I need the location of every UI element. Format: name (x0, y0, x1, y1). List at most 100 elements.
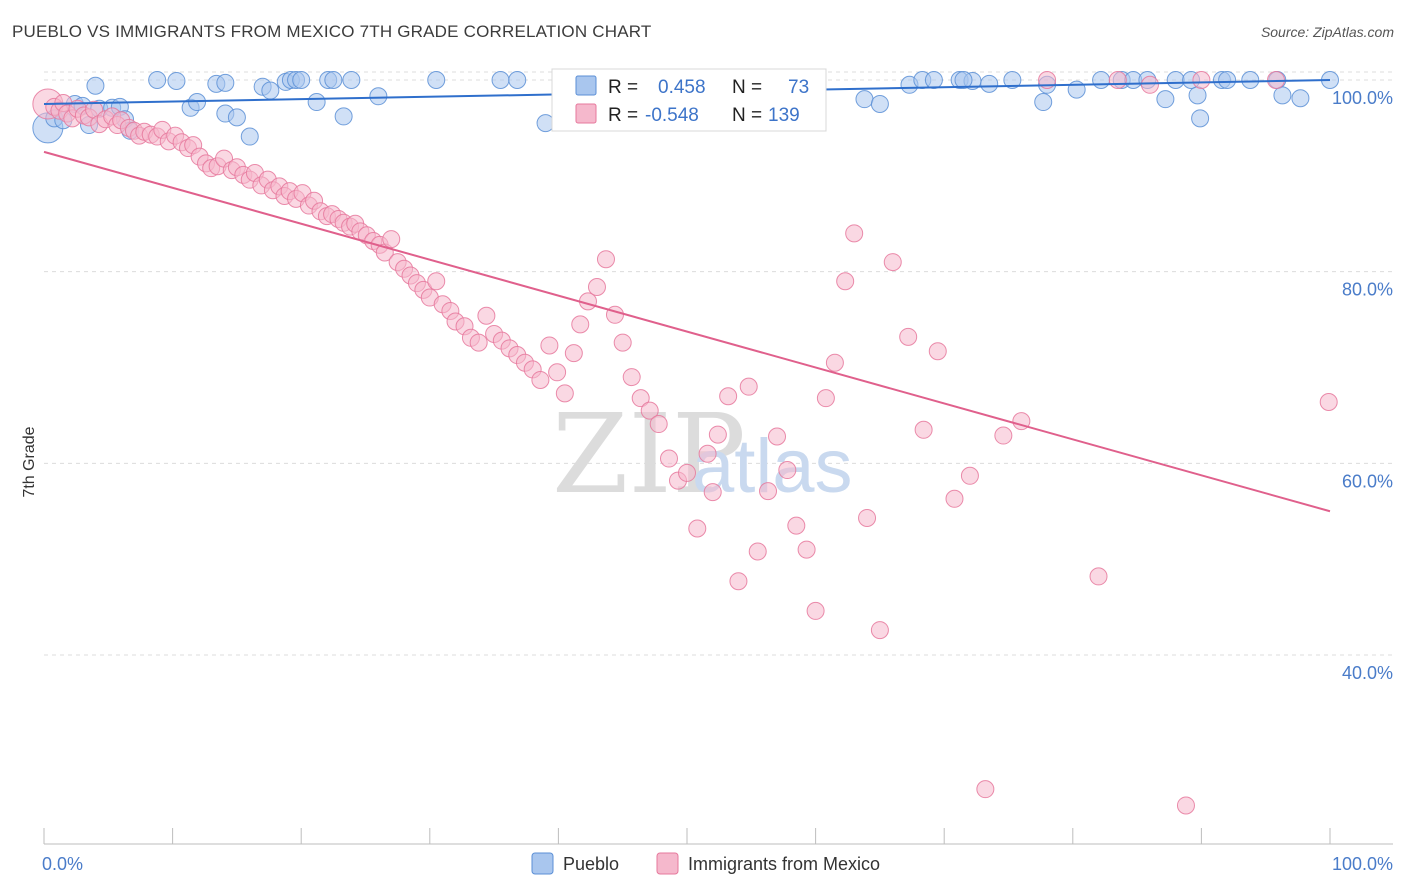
point-pueblo (536, 114, 555, 133)
point-mexico (659, 449, 678, 468)
y-tick-label-1: 80.0% (1342, 280, 1393, 300)
y-tick-label-2: 60.0% (1342, 471, 1393, 491)
stats-n-value-mexico: 139 (768, 105, 800, 126)
source-label: Source: ZipAtlas.com (1260, 24, 1394, 40)
legend-swatch-pueblo (531, 852, 554, 875)
point-pueblo (1188, 86, 1207, 105)
point-pueblo (1092, 71, 1111, 89)
point-mexico (739, 377, 758, 396)
point-pueblo (167, 71, 186, 90)
point-mexico (729, 572, 748, 591)
point-mexico (703, 483, 722, 502)
point-pueblo (1291, 89, 1310, 108)
point-mexico (914, 420, 933, 439)
point-mexico (540, 336, 559, 355)
trend-line-mexico (43, 150, 1331, 513)
point-mexico (548, 363, 567, 382)
y-tick-label-3: 40.0% (1342, 663, 1393, 683)
point-pueblo (870, 94, 889, 113)
point-pueblo (491, 71, 510, 89)
point-mexico (719, 387, 738, 406)
point-mexico (976, 780, 995, 799)
legend-swatch-mexico (656, 852, 679, 875)
y-axis-label: 7th Grade (21, 426, 38, 497)
point-pueblo (216, 73, 235, 92)
point-pueblo (1218, 71, 1237, 89)
point-pueblo (292, 71, 311, 89)
point-mexico (928, 342, 947, 361)
point-mexico (883, 253, 902, 272)
point-pueblo (508, 71, 527, 89)
point-pueblo (227, 108, 246, 127)
point-mexico (688, 519, 707, 538)
point-mexico (477, 306, 496, 325)
point-mexico (797, 540, 816, 559)
point-mexico (698, 444, 717, 463)
point-pueblo (980, 74, 999, 93)
stats-legend-swatch-pueblo (575, 75, 597, 96)
point-mexico (899, 327, 918, 346)
point-pueblo (1273, 86, 1292, 105)
point-mexico (571, 315, 590, 334)
point-mexico (708, 425, 727, 444)
point-pueblo (1034, 93, 1053, 112)
point-mexico (1319, 393, 1338, 411)
point-mexico (427, 272, 446, 291)
point-mexico (1108, 71, 1127, 89)
point-mexico (613, 333, 632, 352)
y-tick-label-0: 100.0% (1332, 88, 1393, 108)
point-pueblo (924, 71, 943, 89)
point-pueblo (1191, 109, 1210, 128)
point-mexico (825, 353, 844, 372)
point-pueblo (334, 107, 353, 126)
series-legend: Pueblo Immigrants from Mexico (531, 852, 880, 875)
point-mexico (778, 461, 797, 480)
point-mexico (748, 542, 767, 561)
point-pueblo (342, 71, 361, 89)
point-mexico (759, 482, 778, 501)
point-mexico (649, 415, 668, 434)
point-mexico (945, 489, 964, 508)
stats-n-label-mexico: N = (732, 105, 762, 126)
point-mexico (845, 224, 864, 243)
legend-label-mexico: Immigrants from Mexico (688, 854, 880, 874)
point-pueblo (855, 90, 874, 109)
point-mexico (564, 344, 583, 363)
point-mexico (787, 516, 806, 535)
series-mexico (32, 71, 1338, 815)
point-mexico (816, 389, 835, 408)
point-mexico (994, 426, 1013, 445)
stats-r-value-mexico: -0.548 (645, 105, 699, 126)
point-pueblo (1156, 90, 1175, 109)
point-mexico (870, 621, 889, 640)
stats-n-label-pueblo: N = (732, 77, 762, 98)
stats-r-label-pueblo: R = (608, 77, 638, 98)
point-mexico (587, 278, 606, 296)
stats-legend-box (551, 68, 827, 132)
point-mexico (1140, 75, 1159, 94)
stats-legend-swatch-mexico (575, 103, 597, 124)
point-mexico (1192, 71, 1211, 89)
point-pueblo (324, 71, 343, 89)
point-mexico (596, 250, 615, 269)
legend-label-pueblo: Pueblo (563, 854, 619, 874)
x-tick-label-1: 100.0% (1332, 854, 1393, 874)
point-mexico (531, 370, 550, 389)
stats-n-value-pueblo: 73 (788, 77, 809, 98)
chart-title: PUEBLO VS IMMIGRANTS FROM MEXICO 7TH GRA… (12, 22, 652, 41)
point-mexico (631, 389, 650, 408)
point-mexico (858, 508, 877, 527)
point-mexico (1176, 796, 1195, 815)
point-mexico (622, 368, 641, 387)
stats-r-value-pueblo: 0.458 (658, 77, 706, 98)
point-pueblo (369, 87, 388, 106)
point-pueblo (1003, 71, 1022, 89)
point-mexico (960, 466, 979, 485)
stats-r-label-mexico: R = (608, 105, 638, 126)
point-mexico (806, 601, 825, 620)
point-mexico (555, 384, 574, 403)
x-tick-label-0: 0.0% (42, 854, 83, 874)
point-pueblo (954, 71, 973, 89)
point-mexico (836, 272, 855, 291)
